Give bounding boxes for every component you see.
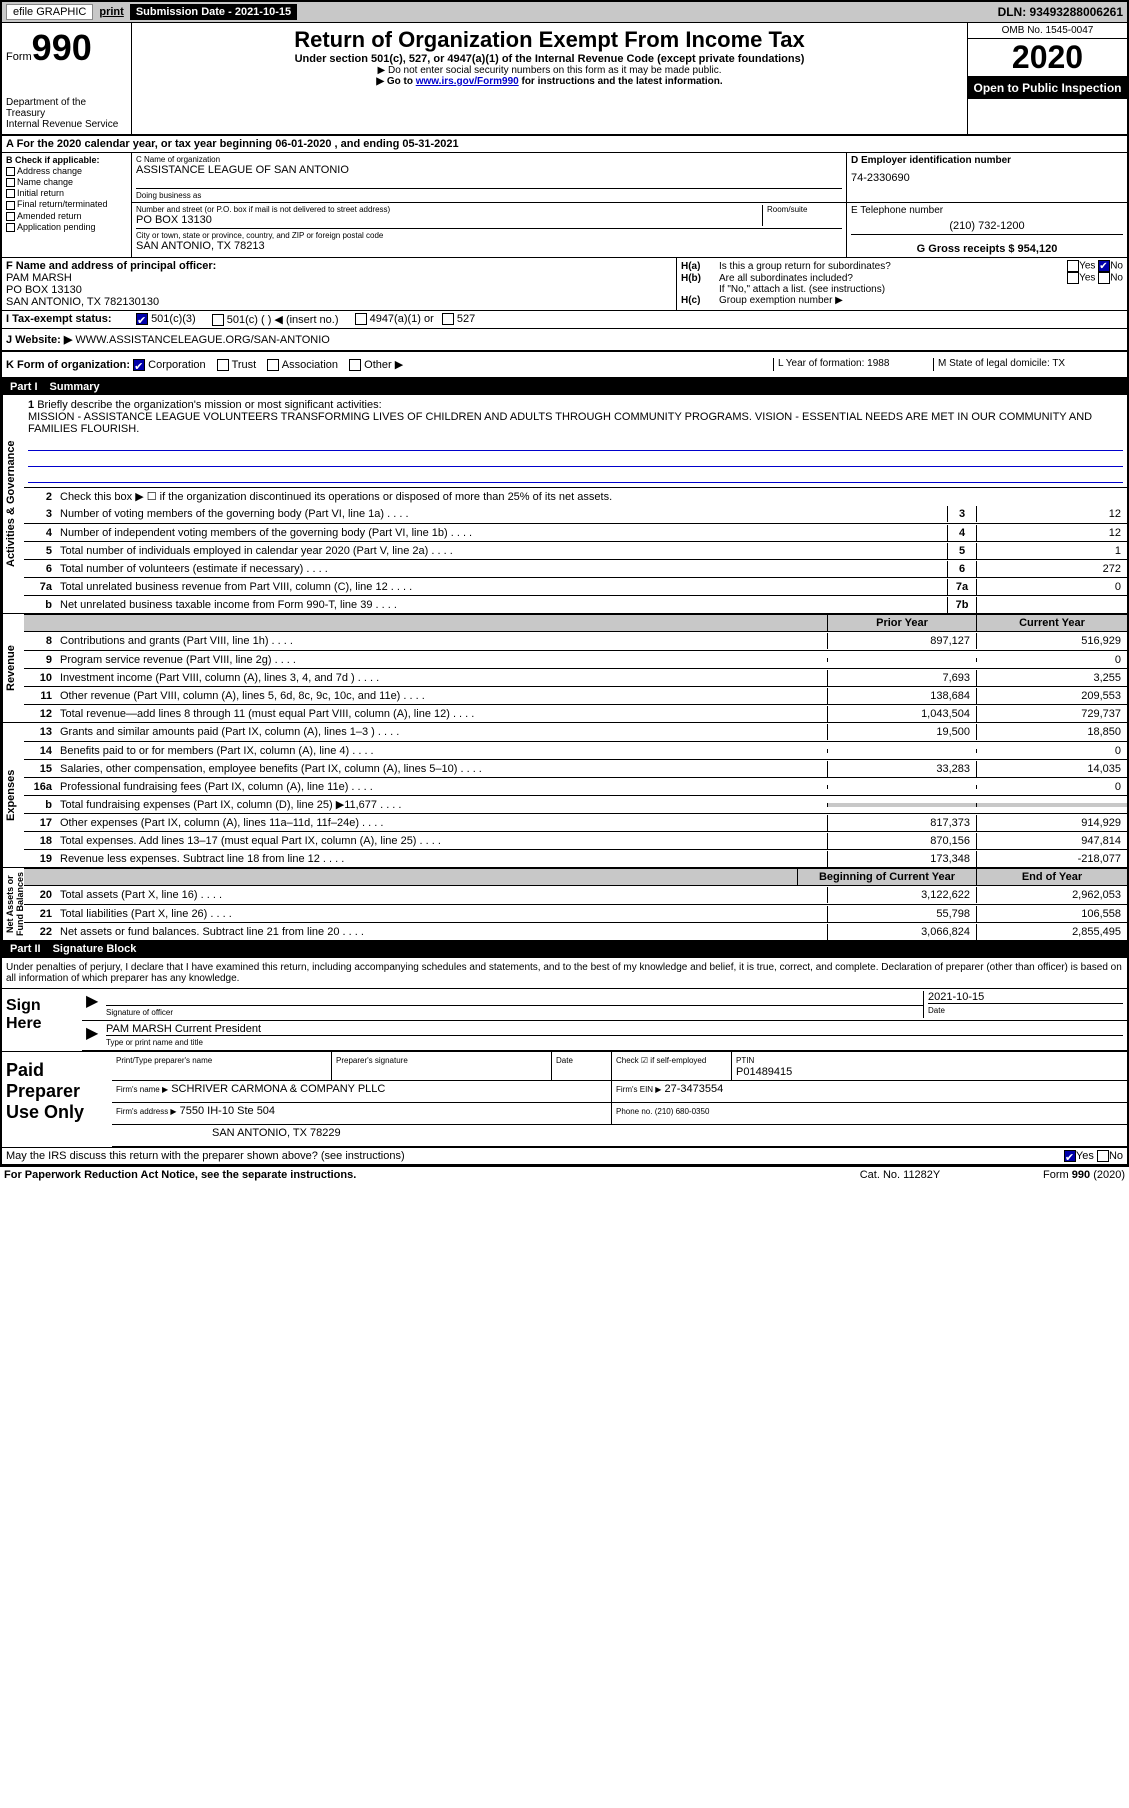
line-6: 6Total number of volunteers (estimate if…	[24, 559, 1127, 577]
col-headers-net: Beginning of Current Year End of Year	[24, 868, 1127, 886]
line-11: 11Other revenue (Part VIII, column (A), …	[24, 686, 1127, 704]
dept-label: Department of the Treasury Internal Reve…	[6, 97, 127, 130]
line-22: 22Net assets or fund balances. Subtract …	[24, 922, 1127, 940]
line-13: 13Grants and similar amounts paid (Part …	[24, 723, 1127, 741]
form-label: Form	[6, 51, 32, 63]
main-title: Return of Organization Exempt From Incom…	[142, 27, 957, 53]
omb-number: OMB No. 1545-0047	[968, 23, 1127, 39]
form-number: 990	[32, 27, 92, 69]
line-8: 8Contributions and grants (Part VIII, li…	[24, 632, 1127, 650]
subtitle-3: ▶ Go to www.irs.gov/Form990 for instruct…	[142, 76, 957, 87]
subtitle-2: ▶ Do not enter social security numbers o…	[142, 65, 957, 76]
line-20: 20Total assets (Part X, line 16) . . . .…	[24, 886, 1127, 904]
footer: For Paperwork Reduction Act Notice, see …	[0, 1166, 1129, 1183]
section-b: B Check if applicable: Address change Na…	[2, 153, 132, 257]
section-h: H(a)Is this a group return for subordina…	[677, 258, 1127, 310]
line-2: 2 Check this box ▶ ☐ if the organization…	[24, 487, 1127, 505]
revenue-label: Revenue	[2, 614, 24, 722]
line-4: 4Number of independent voting members of…	[24, 523, 1127, 541]
org-name-box: C Name of organization ASSISTANCE LEAGUE…	[132, 153, 847, 203]
line-18: 18Total expenses. Add lines 13–17 (must …	[24, 831, 1127, 849]
submission-date: Submission Date - 2021-10-15	[130, 4, 297, 20]
print-link[interactable]: print	[99, 6, 123, 18]
line-10: 10Investment income (Part VIII, column (…	[24, 668, 1127, 686]
section-j: J Website: ▶ WWW.ASSISTANCELEAGUE.ORG/SA…	[2, 329, 1127, 352]
section-a: A For the 2020 calendar year, or tax yea…	[2, 136, 1127, 153]
section-i: I Tax-exempt status: ✔ 501(c)(3) 501(c) …	[2, 311, 1127, 329]
sign-here-label: Sign Here	[2, 989, 82, 1051]
paid-preparer-label: Paid Preparer Use Only	[2, 1052, 112, 1147]
line-b: bNet unrelated business taxable income f…	[24, 595, 1127, 613]
line-19: 19Revenue less expenses. Subtract line 1…	[24, 849, 1127, 867]
part-2-header: Part II Signature Block	[2, 941, 1127, 957]
line-7a: 7aTotal unrelated business revenue from …	[24, 577, 1127, 595]
ein-box: D Employer identification number 74-2330…	[847, 153, 1127, 203]
irs-link[interactable]: www.irs.gov/Form990	[416, 76, 519, 87]
part-1-header: Part I Summary	[2, 379, 1127, 395]
form-header: Form 990 Department of the Treasury Inte…	[2, 23, 1127, 136]
activities-label: Activities & Governance	[2, 395, 24, 613]
line-b: bTotal fundraising expenses (Part IX, co…	[24, 795, 1127, 813]
col-headers-revenue: Prior Year Current Year	[24, 614, 1127, 632]
telephone-box: E Telephone number (210) 732-1200 G Gros…	[847, 203, 1127, 257]
net-assets-label: Net Assets or Fund Balances	[2, 868, 24, 940]
address-box: Number and street (or P.O. box if mail i…	[132, 203, 847, 257]
subtitle-1: Under section 501(c), 527, or 4947(a)(1)…	[142, 53, 957, 65]
dln: DLN: 93493288006261	[998, 5, 1123, 19]
line-5: 5Total number of individuals employed in…	[24, 541, 1127, 559]
open-to-public: Open to Public Inspection	[968, 77, 1127, 99]
efile-button[interactable]: efile GRAPHIC	[6, 4, 93, 20]
line-1: 1 Briefly describe the organization's mi…	[24, 395, 1127, 487]
signature-declaration: Under penalties of perjury, I declare th…	[2, 957, 1127, 988]
line-17: 17Other expenses (Part IX, column (A), l…	[24, 813, 1127, 831]
line-12: 12Total revenue—add lines 8 through 11 (…	[24, 704, 1127, 722]
line-9: 9Program service revenue (Part VIII, lin…	[24, 650, 1127, 668]
line-3: 3Number of voting members of the governi…	[24, 505, 1127, 523]
section-k: K Form of organization: ✔ Corporation Tr…	[2, 352, 1127, 379]
line-16a: 16aProfessional fundraising fees (Part I…	[24, 777, 1127, 795]
may-irs-row: May the IRS discuss this return with the…	[2, 1147, 1127, 1164]
section-f: F Name and address of principal officer:…	[2, 258, 677, 310]
tax-year: 2020	[1012, 39, 1083, 75]
expenses-label: Expenses	[2, 723, 24, 867]
line-21: 21Total liabilities (Part X, line 26) . …	[24, 904, 1127, 922]
top-bar: efile GRAPHIC print Submission Date - 20…	[2, 2, 1127, 23]
line-14: 14Benefits paid to or for members (Part …	[24, 741, 1127, 759]
line-15: 15Salaries, other compensation, employee…	[24, 759, 1127, 777]
